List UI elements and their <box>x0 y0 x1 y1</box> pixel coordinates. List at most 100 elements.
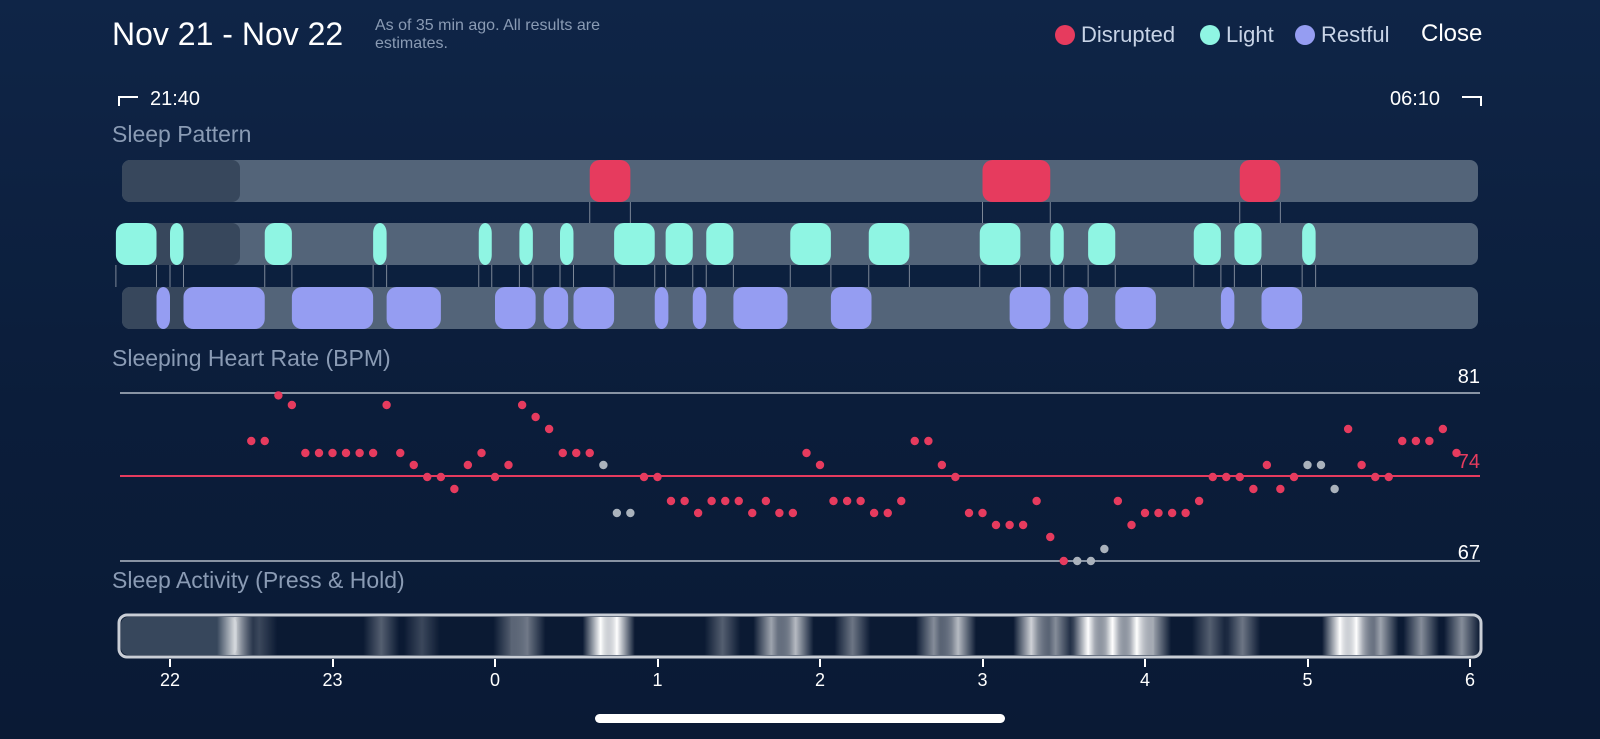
hr-point <box>572 448 581 458</box>
light-segment[interactable] <box>478 223 492 265</box>
disrupted-empty-segment <box>122 160 240 202</box>
start-bracket-icon <box>118 96 138 106</box>
restful-segment[interactable] <box>156 287 170 329</box>
end-bracket-icon <box>1462 96 1482 106</box>
hr-point <box>856 496 865 506</box>
hr-point <box>1384 472 1393 482</box>
restful-segment[interactable] <box>1115 287 1156 329</box>
restful-segment[interactable] <box>1220 287 1235 329</box>
activity-band <box>1443 617 1480 655</box>
light-segment[interactable] <box>1302 223 1316 265</box>
sleep-activity-heading: Sleep Activity (Press & Hold) <box>112 567 405 593</box>
restful-segment[interactable] <box>495 287 536 329</box>
restful-segment[interactable] <box>1063 287 1089 329</box>
close-button[interactable]: Close <box>1421 20 1483 47</box>
hr-point <box>1357 460 1366 470</box>
hr-point <box>517 400 527 410</box>
disrupted-segment[interactable] <box>589 160 631 202</box>
hr-point <box>396 448 405 458</box>
hr-point <box>1208 472 1217 482</box>
sleep-pattern-heading: Sleep Pattern <box>112 121 252 147</box>
light-segment[interactable] <box>560 223 574 265</box>
hr-point <box>653 472 662 482</box>
hr-point <box>382 400 391 410</box>
hr-point <box>1181 508 1190 518</box>
hr-point <box>951 472 960 482</box>
hr-point <box>788 508 798 518</box>
hr-point <box>1398 436 1407 446</box>
restful-segment[interactable] <box>573 287 615 329</box>
start-time: 21:40 <box>150 88 201 110</box>
axis-tick-label: 23 <box>322 670 343 690</box>
light-segment[interactable] <box>264 223 292 265</box>
activity-band <box>509 617 546 655</box>
hr-point <box>1235 472 1244 482</box>
light-segment[interactable] <box>519 223 533 265</box>
light-segment[interactable] <box>665 223 693 265</box>
restful-segment[interactable] <box>1009 287 1051 329</box>
heart-rate-heading: Sleeping Heart Rate (BPM) <box>112 345 391 371</box>
axis-tick-mark <box>1306 659 1309 667</box>
restful-segment[interactable] <box>291 287 374 329</box>
light-segment[interactable] <box>1050 223 1064 265</box>
light-segment[interactable] <box>115 223 157 265</box>
activity-band <box>403 617 440 655</box>
hr-point <box>585 448 594 458</box>
hr-point <box>504 460 513 470</box>
disrupted-segment[interactable] <box>982 160 1051 202</box>
axis-tick-label: 1 <box>652 670 663 690</box>
hr-point <box>599 460 608 470</box>
light-segment[interactable] <box>868 223 910 265</box>
hr-point <box>490 472 500 482</box>
light-segment[interactable] <box>1193 223 1221 265</box>
restful-segment[interactable] <box>543 287 569 329</box>
light-segment[interactable] <box>706 223 734 265</box>
hr-point <box>287 400 297 410</box>
axis-tick-label: 4 <box>1139 670 1151 690</box>
legend-disrupted: Disrupted <box>1055 22 1175 48</box>
hr-point <box>409 460 418 470</box>
restful-segment[interactable] <box>183 287 265 329</box>
light-segment[interactable] <box>170 223 184 265</box>
light-segment[interactable] <box>373 223 387 265</box>
hr-point <box>1140 508 1150 518</box>
hr-point <box>1316 460 1326 470</box>
hr-point <box>937 460 947 470</box>
axis-tick-mark <box>331 659 334 667</box>
restful-segment[interactable] <box>830 287 872 329</box>
hr-point <box>1222 472 1231 482</box>
stage-connectors <box>115 202 1317 287</box>
home-indicator[interactable] <box>595 714 1005 723</box>
light-segment[interactable] <box>1234 223 1262 265</box>
sleep-pattern-chart <box>115 160 1478 329</box>
hr-point <box>761 496 771 506</box>
restful-segment[interactable] <box>1261 287 1303 329</box>
light-segment[interactable] <box>790 223 831 265</box>
hr-point <box>1330 484 1339 494</box>
hr-max-label: 81 <box>1458 366 1480 388</box>
activity-band <box>1135 617 1172 655</box>
light-segment[interactable] <box>1088 223 1116 265</box>
activity-border <box>117 613 1483 659</box>
hr-point <box>274 391 283 400</box>
legend-restful-label: Restful <box>1321 22 1390 47</box>
restful-segment[interactable] <box>733 287 788 329</box>
hr-point <box>978 508 987 518</box>
hr-point <box>748 508 757 518</box>
activity-band <box>704 617 741 655</box>
restful-segment[interactable] <box>386 287 441 329</box>
hr-point <box>802 448 811 458</box>
light-segment[interactable] <box>614 223 655 265</box>
restful-dot-icon <box>1295 25 1315 45</box>
restful-segment[interactable] <box>654 287 669 329</box>
axis-tick-label: 3 <box>977 670 988 690</box>
hr-point <box>355 448 364 458</box>
restful-segment[interactable] <box>692 287 707 329</box>
sleep-activity-chart[interactable] <box>117 613 1483 659</box>
hr-point <box>368 448 378 458</box>
disrupted-segment[interactable] <box>1239 160 1281 202</box>
light-segment[interactable] <box>979 223 1021 265</box>
hr-point <box>301 448 310 458</box>
hr-point <box>991 520 1001 530</box>
